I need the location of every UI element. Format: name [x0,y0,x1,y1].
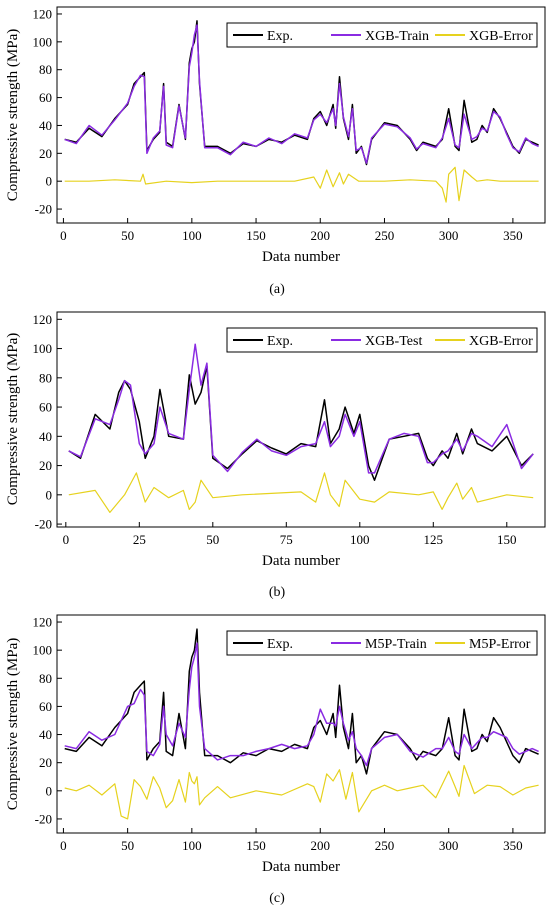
y-tick-label: 20 [39,755,52,770]
y-tick-label: 0 [46,487,53,502]
x-tick-label: 300 [439,228,459,243]
y-tick-label: 60 [39,90,52,105]
series-line-exp [64,20,539,166]
y-axis-title: Compressive strength (MPa) [5,638,21,810]
y-tick-label: 60 [39,699,52,714]
legend: Exp. XGB-Test XGB-Error [226,327,538,353]
x-tick-label: 0 [60,228,67,243]
panel-label: (b) [269,585,286,600]
x-tick-label: 150 [246,838,266,853]
legend-label-exp: Exp. [267,637,293,652]
x-tick-label: 50 [121,228,134,243]
y-tick-label: 100 [33,643,53,658]
legend-box [226,22,538,48]
x-tick-label: 50 [206,532,219,547]
panel-3: -20 0 20 40 60 80 100 120 0 50 100 150 200 250 300 350 D… [5,614,546,906]
legend: Exp. XGB-Train XGB-Error [226,22,538,48]
x-tick-label: 50 [121,838,134,853]
panel-1: -20 0 20 40 60 80 100 120 0 50 100 150 200 250 300 350 D… [5,6,546,297]
x-axis-title: Data number [262,553,340,569]
x-axis-title: Data number [262,859,340,875]
y-tick-label: 40 [39,727,52,742]
y-tick-label: 80 [39,62,52,77]
series-line-model [64,24,539,164]
x-tick-label: 250 [375,838,395,853]
x-tick-label: 0 [60,838,67,853]
y-tick-label: 20 [39,458,52,473]
y-tick-label: 100 [33,341,53,356]
y-tick-label: 120 [33,312,53,327]
y-tick-label: 0 [46,783,53,798]
legend-label-error: M5P-Error [469,637,531,652]
legend-label-model: M5P-Train [365,637,427,652]
series-line-model [68,343,534,474]
plot-frame [56,311,546,528]
legend-label-exp: Exp. [267,334,293,349]
x-tick-label: 150 [246,228,266,243]
x-tick-label: 150 [497,532,517,547]
y-tick-label: 100 [33,34,53,49]
x-tick-label: 25 [133,532,146,547]
y-tick-label: -20 [35,517,52,532]
y-axis-title: Compressive strength (MPa) [5,29,21,201]
x-tick-label: 100 [350,532,370,547]
series-line-error [64,166,539,203]
x-axis-title: Data number [262,249,340,265]
y-tick-label: 20 [39,146,52,161]
y-tick-label: 80 [39,370,52,385]
legend-label-exp: Exp. [267,29,293,44]
y-tick-label: 40 [39,429,52,444]
x-tick-label: 0 [63,532,70,547]
panel-2: -20 0 20 40 60 80 100 120 0 25 50 75 100 125 150 Data n… [5,311,546,600]
series-line-error [64,764,539,820]
x-tick-label: 200 [311,228,331,243]
x-tick-label: 200 [311,838,331,853]
x-tick-label: 75 [280,532,293,547]
y-tick-label: -20 [35,811,52,826]
series-line-exp [68,365,534,481]
y-tick-label: 0 [46,174,53,189]
y-tick-label: 120 [33,6,53,21]
legend-box [226,327,538,353]
plot-frame [56,614,546,834]
x-tick-label: 300 [439,838,459,853]
y-tick-label: 120 [33,615,53,630]
y-tick-label: 40 [39,118,52,133]
y-tick-label: 60 [39,400,52,415]
plot-frame [56,6,546,224]
legend-box [226,630,538,656]
x-tick-label: 100 [182,838,202,853]
legend-label-model: XGB-Test [365,334,422,349]
series-line-error [68,472,534,514]
legend: Exp. M5P-Train M5P-Error [226,630,538,656]
series-line-model [64,642,539,767]
x-tick-label: 250 [375,228,395,243]
y-axis-title: Compressive strength (MPa) [5,333,21,505]
panel-label: (a) [269,282,285,297]
x-tick-label: 100 [182,228,202,243]
legend-label-model: XGB-Train [365,29,429,44]
x-tick-label: 350 [503,228,523,243]
legend-label-error: XGB-Error [469,29,533,44]
x-tick-label: 350 [503,838,523,853]
x-tick-label: 125 [424,532,444,547]
legend-label-error: XGB-Error [469,334,533,349]
y-tick-label: -20 [35,202,52,217]
panel-label: (c) [269,891,285,906]
y-tick-label: 80 [39,671,52,686]
